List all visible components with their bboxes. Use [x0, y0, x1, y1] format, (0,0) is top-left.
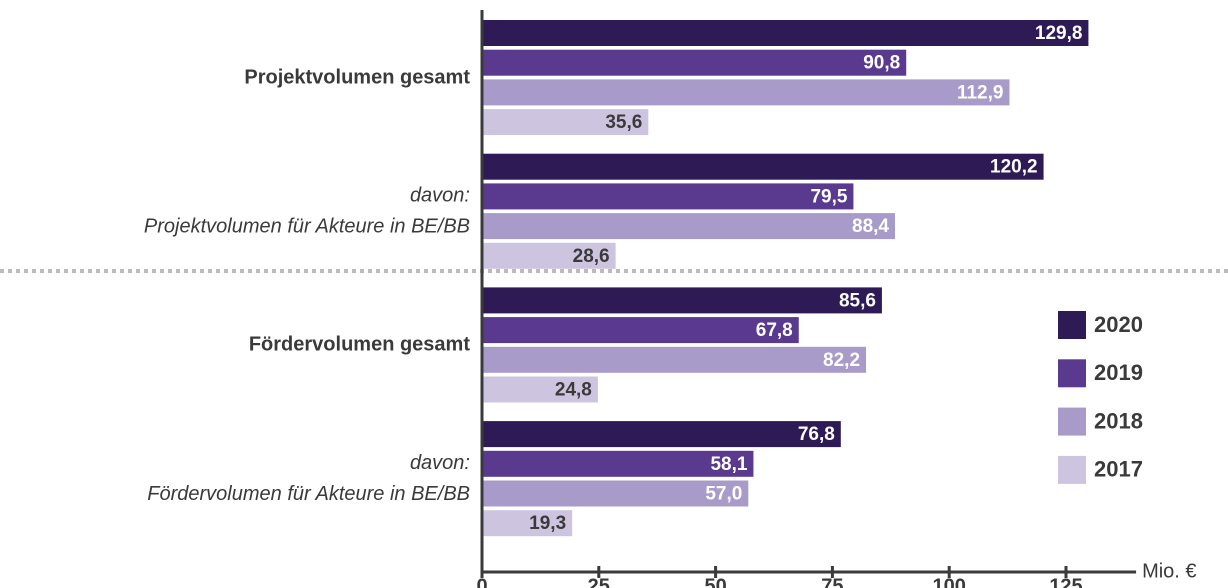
legend-label: 2017: [1094, 457, 1143, 482]
value-label: 67,8: [756, 320, 793, 341]
legend-swatch: [1058, 455, 1086, 484]
category-label: Fördervolumen gesamt: [249, 334, 471, 356]
category-label: Fördervolumen für Akteure in BE/BB: [147, 483, 470, 505]
value-label: 90,8: [863, 53, 900, 74]
legend-label: 2019: [1094, 360, 1143, 385]
value-label: 85,6: [839, 290, 876, 311]
bar: [482, 510, 573, 537]
value-label: 112,9: [957, 82, 1004, 103]
x-tick-label: 100: [933, 575, 966, 588]
bar: [482, 183, 854, 210]
bar: [482, 213, 896, 240]
legend-label: 2018: [1094, 408, 1143, 433]
x-tick-label: 50: [704, 575, 726, 588]
value-label: 58,1: [710, 454, 747, 475]
x-tick-label: 75: [821, 575, 843, 588]
value-label: 28,6: [573, 246, 610, 267]
value-label: 19,3: [529, 513, 566, 534]
value-label: 82,2: [823, 350, 860, 371]
legend-swatch: [1058, 359, 1086, 388]
value-label: 35,6: [605, 112, 642, 133]
value-label: 120,2: [990, 157, 1038, 178]
category-label: davon:: [410, 184, 470, 206]
value-label: 129,8: [1035, 23, 1083, 44]
bar: [482, 450, 754, 477]
value-label: 88,4: [852, 216, 889, 237]
x-tick-label: 0: [476, 575, 487, 588]
legend-label: 2020: [1094, 312, 1143, 337]
x-tick-label: 125: [1049, 575, 1082, 588]
x-axis-label: Mio. €: [1142, 560, 1196, 582]
legend-swatch: [1058, 407, 1086, 436]
legend-swatch: [1058, 311, 1086, 339]
bar: [482, 153, 1044, 180]
bar: [482, 376, 598, 403]
bar: [482, 421, 841, 448]
bar: [482, 109, 649, 136]
bar: [482, 346, 867, 373]
bar: [482, 79, 1010, 106]
value-label: 57,0: [705, 484, 742, 505]
bar: [482, 287, 882, 314]
bar: [482, 317, 799, 344]
category-label: Projektvolumen für Akteure in BE/BB: [144, 215, 470, 237]
category-label: davon:: [410, 452, 470, 474]
bar: [482, 480, 749, 507]
bar: [482, 242, 616, 269]
value-label: 76,8: [798, 424, 835, 445]
value-label: 24,8: [555, 380, 592, 401]
x-tick-label: 25: [588, 575, 610, 588]
bar: [482, 49, 907, 76]
category-label: Projektvolumen gesamt: [244, 66, 470, 88]
value-label: 79,5: [810, 186, 847, 207]
bar: [482, 20, 1089, 46]
